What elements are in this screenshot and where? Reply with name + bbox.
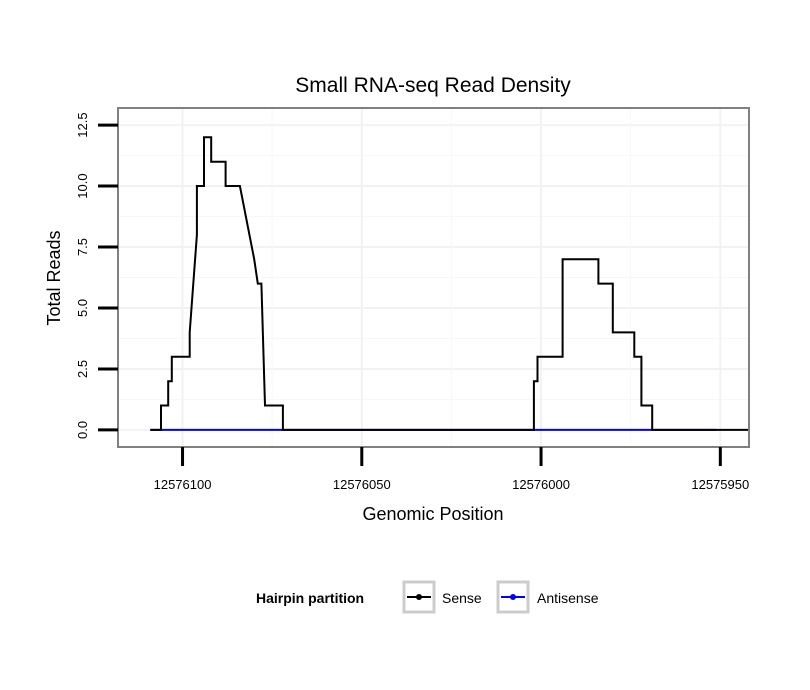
y-tick-label: 10.0 [75,173,90,198]
legend-entry-sense: Sense [402,580,482,614]
x-tick-label: 12576100 [154,477,212,492]
y-axis-title: Total Reads [44,230,64,325]
y-tick-label: 7.5 [75,238,90,256]
series-lines [150,136,749,431]
axis-ticks: 0.0 2.5 5.0 7.5 10.0 12.5 12576100 12576050 1257… [75,112,749,492]
legend: Hairpin partition Sense Antisense [256,580,599,614]
chart-title: Small RNA-seq Read Density [295,74,571,97]
legend-marker-antisense [510,594,516,600]
legend-entry-antisense: Antisense [496,580,599,614]
series-line-sense [150,136,749,431]
y-tick-label: 12.5 [75,112,90,137]
y-tick-label: 0.0 [75,421,90,439]
legend-key-sense [402,580,436,614]
x-axis-title: Genomic Position [362,504,503,524]
plot-panel [117,107,750,448]
x-tick-label: 12576000 [512,477,570,492]
legend-title: Hairpin partition [256,590,364,606]
x-tick-label: 12576050 [333,477,391,492]
legend-label-sense: Sense [442,590,482,606]
legend-key-antisense [496,580,530,614]
legend-label-antisense: Antisense [537,590,599,606]
x-tick-label: 12575950 [691,477,749,492]
y-tick-label: 2.5 [75,360,90,378]
legend-marker-sense [416,594,422,600]
y-tick-label: 5.0 [75,299,90,317]
grid [118,108,749,447]
